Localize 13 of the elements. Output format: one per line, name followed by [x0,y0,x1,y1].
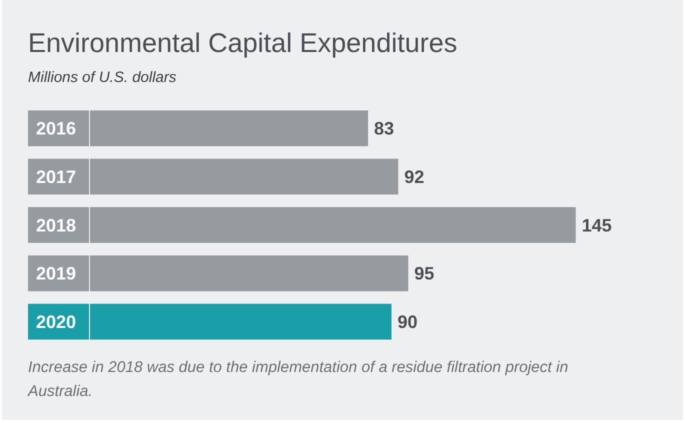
data-label: 83 [374,118,394,139]
chart-subtitle: Millions of U.S. dollars [28,69,177,86]
data-label: 145 [582,215,612,236]
text: Increase in 2018 was due to the implementation of a residue filtration project in Australia. [27,359,568,400]
data-label: 90 [398,312,418,332]
y-tick-label: 2018 [36,215,76,236]
y-tick-label: 2020 [36,312,76,332]
y-tick-label: 2019 [36,264,76,284]
chart-title: Environmental Capital Expenditures [28,28,458,58]
y-tick-label: 2016 [36,118,76,139]
data-label: 95 [414,264,434,284]
y-tick-label: 2017 [36,166,76,187]
data-label: 92 [404,166,424,187]
